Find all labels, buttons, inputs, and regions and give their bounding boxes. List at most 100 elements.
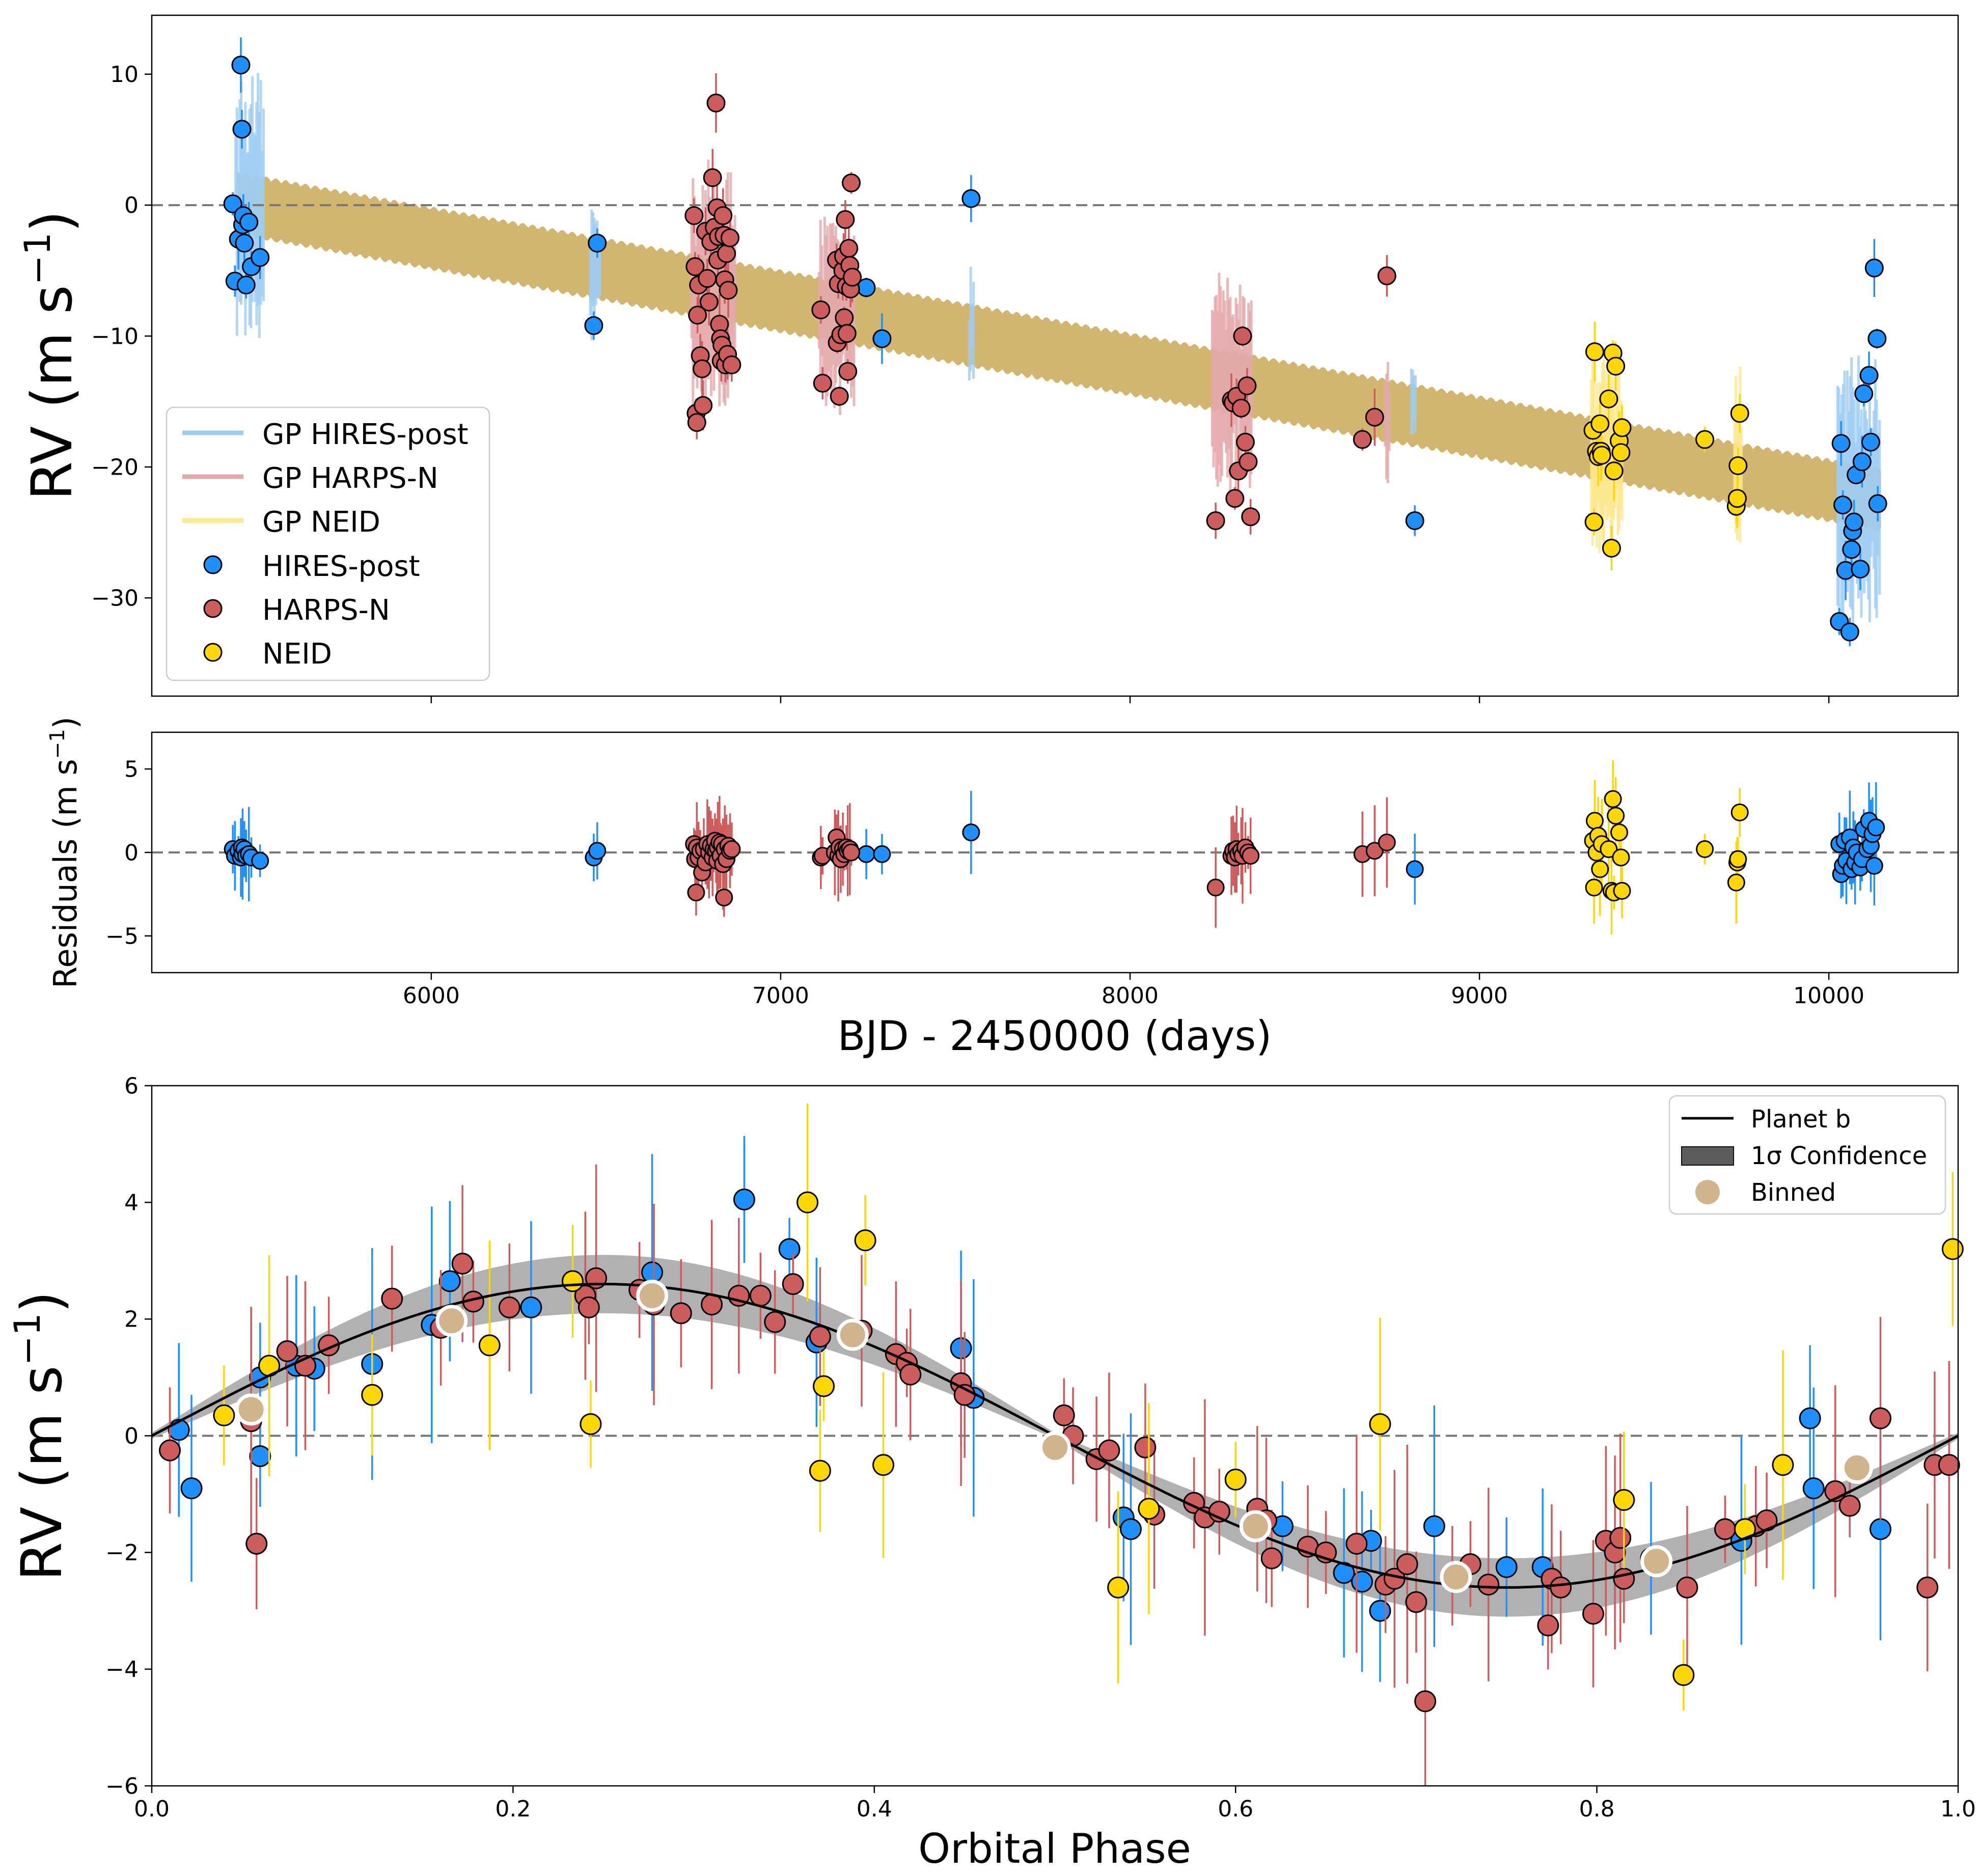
data-point-neid [1607,807,1625,825]
legend-frame [1668,1095,1946,1215]
data-point-hires [1833,495,1853,515]
data-point-harps [699,292,719,312]
data-point-harps [1537,1614,1559,1637]
binned-point [1039,1431,1071,1464]
y-tick-label: −5 [105,923,139,949]
binned-point [1840,1452,1873,1484]
data-point-neid [1611,443,1631,462]
data-point-neid [478,1334,501,1357]
data-point-harps [670,1302,692,1325]
y-tick-label: −20 [91,454,139,480]
data-point-harps [1396,1553,1418,1576]
gp-trend-band [237,171,1881,531]
y-tick-label: −10 [91,323,139,349]
data-point-harps [685,257,705,277]
binned-point [235,1393,267,1426]
x-tick-label: 0.0 [134,1796,170,1822]
data-point-harps [715,889,733,906]
y-tick-label: −4 [105,1657,139,1682]
data-point-harps [578,1296,600,1318]
data-point-harps [703,168,722,187]
data-point-harps [245,1532,268,1555]
data-point-neid [1585,342,1604,362]
data-point-hires [1845,512,1864,532]
data-point-harps [1365,842,1384,860]
x-tick-label: 0.8 [1579,1796,1615,1822]
data-point-hires [1869,1518,1891,1540]
data-point-harps [835,308,854,327]
y-tick-label: −30 [91,586,139,612]
data-point-neid [580,1413,602,1436]
data-point-hires [1369,1599,1391,1622]
data-point-harps [723,840,741,858]
binned-point [1640,1545,1673,1578]
data-point-neid [854,1229,876,1252]
phase-legend: Planet b 1σ Confidence Binned [1668,1095,1946,1215]
data-point-neid [213,1404,235,1426]
binned-point [836,1318,869,1351]
data-point-harps [1676,1576,1698,1598]
y-tick-label: 10 [110,62,139,88]
y-tick-label: −2 [105,1540,139,1566]
data-point-hires [641,1261,664,1284]
data-point-harps [1377,266,1396,286]
data-point-neid [1591,860,1609,878]
series-hires [224,782,1885,906]
data-point-harps [899,1363,922,1386]
y-tick-label: 0 [124,840,139,866]
data-point-hires [239,212,259,232]
series-neid [1584,760,1749,935]
legend-neid-label: NEID [262,638,332,671]
data-point-hires [1852,452,1872,472]
data-point-neid [872,1454,895,1476]
data-point-neid [1730,404,1749,423]
data-point-neid [1612,848,1630,867]
data-point-harps [1241,507,1260,527]
data-point-harps [684,206,704,225]
data-point-harps [1238,376,1257,396]
legend-frame [166,406,490,681]
data-point-harps [843,267,862,287]
series-neid [1583,322,1749,570]
data-point-hires [857,845,875,863]
data-point-hires [235,233,254,253]
data-point-neid [1727,873,1745,892]
data-point-neid [1107,1576,1130,1598]
data-point-harps [839,239,859,258]
data-point-harps [694,396,713,415]
data-point-hires [1405,511,1424,530]
data-point-hires [1423,1515,1445,1537]
data-point-harps [1235,432,1255,452]
series-harps [158,1164,1960,1786]
data-point-harps [838,362,858,381]
series-harps [684,73,1396,539]
data-point-hires [1861,432,1880,452]
y-tick-label: 0 [124,1423,139,1449]
x-tick-label: 7000 [752,983,809,1009]
data-point-harps [698,269,717,288]
data-point-neid [1584,512,1604,532]
x-tick-label: 1.0 [1940,1796,1976,1822]
data-point-neid [1695,430,1715,449]
data-point-hires [1868,494,1887,513]
data-point-harps [687,413,706,432]
data-point-harps [498,1296,520,1318]
data-point-hires [1867,818,1885,837]
data-point-harps [1206,878,1225,897]
series-harps [685,795,1396,928]
legend-hires-marker [203,555,223,574]
residuals-panel: 5 0 −5 6000 7000 8000 9000 10000 Residuals (m s… [46,716,1959,1060]
data-point-harps [1098,1439,1120,1461]
data-point-hires [1864,258,1884,278]
data-point-hires [1851,560,1870,579]
data-point-hires [1865,857,1883,875]
x-tick-label: 8000 [1102,983,1159,1009]
data-point-harps [1916,1576,1939,1598]
data-point-neid [1613,1489,1635,1511]
data-point-harps [809,1326,831,1348]
legend-confidence-label: 1σ Confidence [1751,1142,1927,1170]
residuals-xlabel: BJD - 2450000 (days) [838,1012,1272,1060]
data-point-hires [1859,366,1879,385]
data-point-neid [1672,1664,1695,1686]
data-point-harps [1378,833,1396,851]
